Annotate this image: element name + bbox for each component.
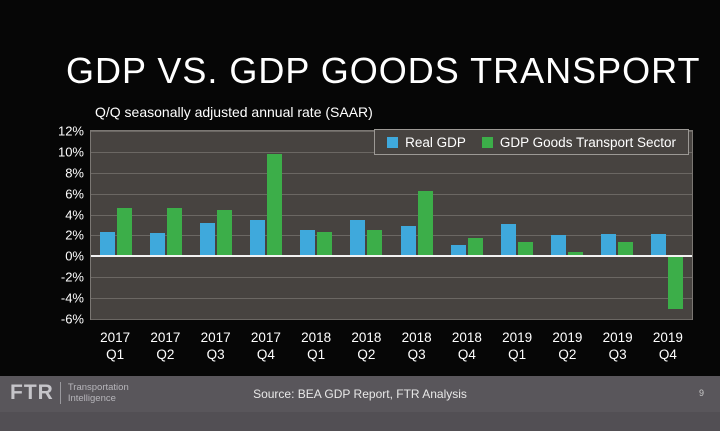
bar-real-gdp-2018-q4 xyxy=(451,245,466,256)
y-tick-label--6%: -6% xyxy=(60,311,84,327)
bar-real-gdp-2017-q1 xyxy=(100,232,115,256)
y-tick-label--4%: -4% xyxy=(60,290,84,306)
x-axis-labels: 2017 Q1 2017 Q2 2017 Q3 2017 Q4 2018 Q1 2018 Q2 2018… xyxy=(90,329,693,363)
logo-tagline-line2: Intelligence xyxy=(67,393,116,404)
bar-gdp-goods-transport-sector-2019-q1 xyxy=(518,242,533,257)
x-tick-label-2018-q4: 2018 Q4 xyxy=(451,330,482,362)
gridline-0% xyxy=(91,255,692,257)
legend-swatch-real-gdp-icon xyxy=(387,136,399,148)
bar-gdp-goods-transport-sector-2018-q1 xyxy=(317,232,332,256)
x-tick-label-2019-q1: 2019 Q1 xyxy=(502,330,533,362)
bar-gdp-goods-transport-sector-2019-q3 xyxy=(618,242,633,257)
gridline-8% xyxy=(91,173,692,174)
y-tick-label-12%: 12% xyxy=(57,123,84,139)
gridline-2% xyxy=(91,235,692,236)
bar-gdp-goods-transport-sector-2017-q2 xyxy=(167,208,182,256)
bar-gdp-goods-transport-sector-2018-q3 xyxy=(418,191,433,257)
bar-real-gdp-2019-q3 xyxy=(601,234,616,256)
y-tick-label-10%: 10% xyxy=(57,144,84,160)
page-number: 9 xyxy=(698,388,704,398)
y-tick-label--2%: -2% xyxy=(60,269,84,285)
legend-item-goods-transport: GDP Goods Transport Sector xyxy=(481,134,676,150)
x-tick-label-2019-q4: 2019 Q4 xyxy=(652,330,683,362)
bar-gdp-goods-transport-sector-2018-q4 xyxy=(468,238,483,257)
gridline-4% xyxy=(91,215,692,216)
bar-real-gdp-2018-q3 xyxy=(401,226,416,256)
bar-gdp-goods-transport-sector-2017-q3 xyxy=(217,210,232,256)
gridline--4% xyxy=(91,298,692,299)
logo-divider xyxy=(59,382,61,404)
footer-bottom-strip xyxy=(0,412,720,431)
y-tick-label-6%: 6% xyxy=(65,186,84,202)
bar-gdp-goods-transport-sector-2018-q2 xyxy=(367,230,382,256)
gridline-6% xyxy=(91,194,692,195)
gridline--2% xyxy=(91,277,692,278)
legend-label-goods-transport: GDP Goods Transport Sector xyxy=(499,134,676,150)
x-tick-label-2017-q2: 2017 Q2 xyxy=(150,330,181,362)
y-tick-label-4%: 4% xyxy=(65,207,84,223)
bar-gdp-goods-transport-sector-2019-q2 xyxy=(568,252,583,256)
legend-item-real-gdp: Real GDP xyxy=(387,135,466,150)
ftr-logo-text: FTR xyxy=(10,381,54,404)
x-tick-label-2017-q3: 2017 Q3 xyxy=(200,330,231,362)
ftr-logo: FTR Transportation Intelligence xyxy=(10,382,129,404)
footer-bar: FTR Transportation Intelligence Source: … xyxy=(0,376,720,412)
gridline--6% xyxy=(91,319,692,320)
chart-subtitle: Q/Q seasonally adjusted annual rate (SAA… xyxy=(95,104,373,120)
bar-gdp-goods-transport-sector-2017-q4 xyxy=(267,154,282,256)
plot-area: Real GDP GDP Goods Transport Sector xyxy=(90,129,693,320)
bar-real-gdp-2019-q1 xyxy=(501,224,516,256)
x-tick-label-2018-q1: 2018 Q1 xyxy=(301,330,332,362)
logo-tagline-line1: Transportation xyxy=(67,382,129,393)
legend-swatch-goods-transport-icon xyxy=(481,136,493,148)
bar-real-gdp-2019-q2 xyxy=(551,235,566,256)
y-axis-labels: 12% 10% 8% 6% 4% 2% 0% -2% -4% -6% xyxy=(0,124,84,327)
y-tick-label-0%: 0% xyxy=(65,248,84,264)
bar-real-gdp-2017-q2 xyxy=(150,233,165,256)
bar-real-gdp-2018-q1 xyxy=(300,230,315,256)
x-tick-label-2017-q1: 2017 Q1 xyxy=(100,330,131,362)
bar-real-gdp-2019-q4 xyxy=(651,234,666,256)
x-tick-label-2018-q2: 2018 Q2 xyxy=(351,330,382,362)
x-tick-label-2019-q3: 2019 Q3 xyxy=(602,330,633,362)
y-tick-label-2%: 2% xyxy=(65,227,84,243)
legend: Real GDP GDP Goods Transport Sector xyxy=(374,129,689,155)
bar-real-gdp-2018-q2 xyxy=(350,220,365,257)
x-tick-label-2017-q4: 2017 Q4 xyxy=(250,330,281,362)
source-text: Source: BEA GDP Report, FTR Analysis xyxy=(253,387,467,401)
bar-real-gdp-2017-q4 xyxy=(250,220,265,257)
slide-title: GDP VS. GDP GOODS TRANSPORT xyxy=(66,50,701,91)
logo-tagline: Transportation Intelligence xyxy=(68,382,129,404)
bar-gdp-goods-transport-sector-2017-q1 xyxy=(117,208,132,256)
y-tick-label-8%: 8% xyxy=(65,165,84,181)
x-tick-label-2019-q2: 2019 Q2 xyxy=(552,330,583,362)
x-tick-label-2018-q3: 2018 Q3 xyxy=(401,330,432,362)
bar-gdp-goods-transport-sector-2019-q4 xyxy=(668,257,683,309)
bar-real-gdp-2017-q3 xyxy=(200,223,215,256)
legend-label-real-gdp: Real GDP xyxy=(405,134,466,150)
